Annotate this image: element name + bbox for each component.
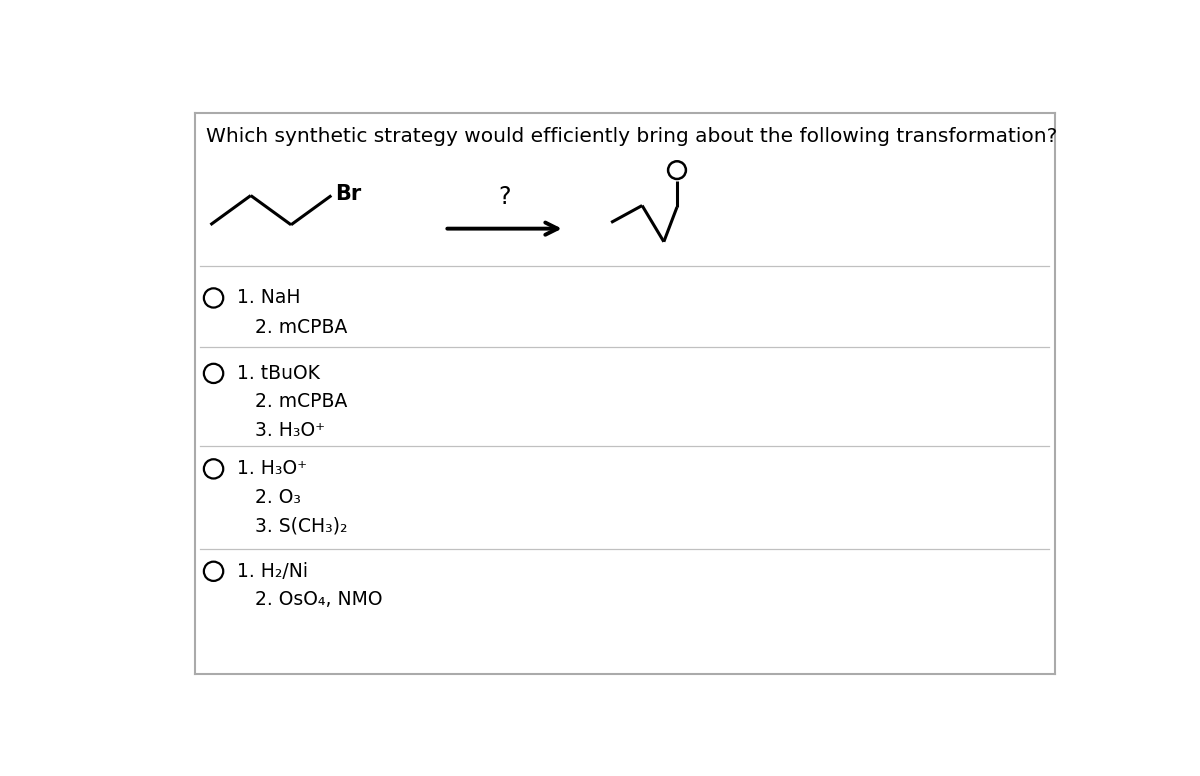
Text: 3. H₃O⁺: 3. H₃O⁺ — [254, 421, 325, 440]
Text: Which synthetic strategy would efficiently bring about the following transformat: Which synthetic strategy would efficient… — [206, 127, 1057, 146]
Text: Br: Br — [335, 184, 361, 204]
Text: 1. tBuOK: 1. tBuOK — [236, 364, 319, 383]
Text: 1. NaH: 1. NaH — [236, 289, 300, 307]
Text: ?: ? — [498, 185, 511, 209]
Text: 1. H₃O⁺: 1. H₃O⁺ — [236, 459, 307, 478]
Text: 2. OsO₄, NMO: 2. OsO₄, NMO — [254, 591, 382, 609]
Text: 2. mCPBA: 2. mCPBA — [254, 317, 347, 337]
Text: 2. mCPBA: 2. mCPBA — [254, 393, 347, 411]
Text: 2. O₃: 2. O₃ — [254, 488, 301, 507]
Text: 3. S(CH₃)₂: 3. S(CH₃)₂ — [254, 516, 347, 535]
Text: 1. H₂/Ni: 1. H₂/Ni — [236, 562, 307, 580]
